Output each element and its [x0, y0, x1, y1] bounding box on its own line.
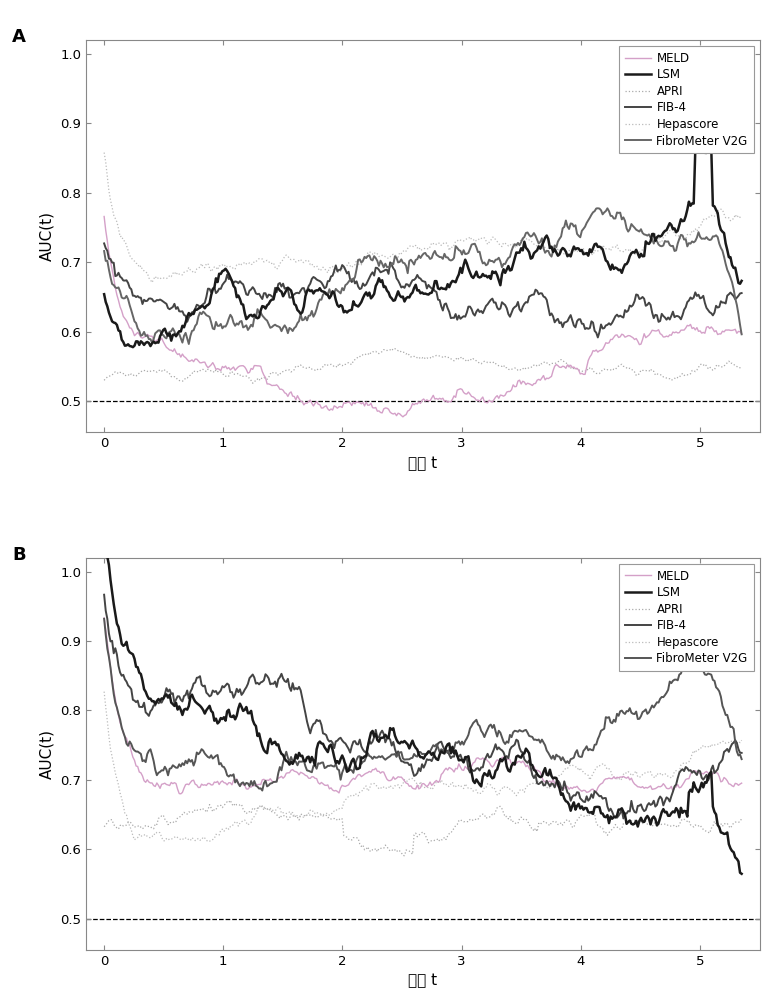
- Legend: MELD, LSM, APRI, FIB-4, Hepascore, FibroMeter V2G: MELD, LSM, APRI, FIB-4, Hepascore, Fibro…: [619, 46, 753, 153]
- X-axis label: 时间 t: 时间 t: [408, 456, 438, 471]
- Legend: MELD, LSM, APRI, FIB-4, Hepascore, FibroMeter V2G: MELD, LSM, APRI, FIB-4, Hepascore, Fibro…: [619, 564, 753, 671]
- Text: A: A: [12, 28, 26, 46]
- Y-axis label: AUC(t): AUC(t): [40, 211, 55, 261]
- Y-axis label: AUC(t): AUC(t): [40, 729, 55, 779]
- Text: B: B: [12, 546, 26, 564]
- X-axis label: 时间 t: 时间 t: [408, 973, 438, 988]
